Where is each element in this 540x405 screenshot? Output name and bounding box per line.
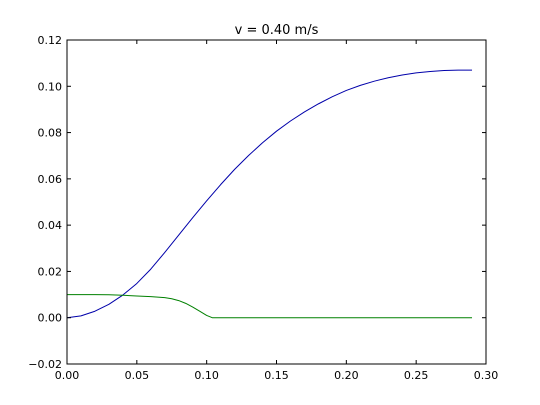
x-tick-label: 0.00 bbox=[55, 369, 80, 382]
y-tick-label: 0.12 bbox=[38, 34, 63, 47]
y-tick-label: 0.08 bbox=[38, 127, 63, 140]
y-tick-label: 0.00 bbox=[38, 312, 63, 325]
plot-area bbox=[67, 40, 486, 364]
x-tick-label: 0.25 bbox=[404, 369, 429, 382]
series-layer bbox=[66, 69, 473, 319]
y-tick-label: −0.02 bbox=[28, 358, 62, 371]
x-tick-label: 0.15 bbox=[264, 369, 289, 382]
x-tick-label: 0.20 bbox=[334, 369, 359, 382]
y-tick-label: 0.04 bbox=[38, 219, 63, 232]
plot-background bbox=[67, 40, 486, 364]
y-tick-label: 0.06 bbox=[38, 173, 63, 186]
series-line-2 bbox=[67, 294, 473, 319]
x-tick-label: 0.05 bbox=[125, 369, 150, 382]
x-tick-label: 0.30 bbox=[474, 369, 499, 382]
x-tick-label: 0.10 bbox=[194, 369, 219, 382]
y-tick-label: 0.02 bbox=[38, 265, 63, 278]
y-tick-label: 0.10 bbox=[38, 80, 63, 93]
series-line-1 bbox=[66, 69, 473, 319]
axes-layer: 0.00 0.05 0.10 0.15 0.20 0.25 0.30−0.020.000.0… bbox=[28, 34, 498, 382]
chart-title: v = 0.40 m/s bbox=[235, 23, 319, 38]
